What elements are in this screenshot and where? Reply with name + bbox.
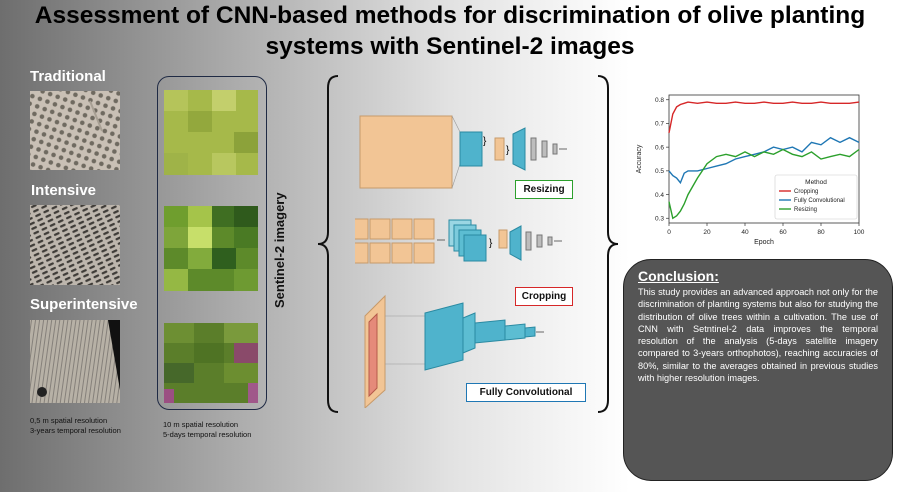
method-label-cropping: Cropping (515, 287, 573, 306)
conclusion-box: Conclusion: This study provides an advan… (623, 259, 893, 481)
cnn-architecture-diagrams: } } } (355, 115, 567, 408)
y-tick-label: 0.4 (655, 192, 664, 199)
legend-title: Method (805, 179, 827, 186)
title-line-2: systems with Sentinel-2 images (265, 33, 635, 60)
label-traditional: Traditional (30, 68, 106, 85)
fully-convolutional-network (364, 294, 544, 408)
resizing-input-block (359, 115, 453, 189)
svg-text:}: } (506, 145, 510, 156)
accuracy-line-chart: 0 20 40 60 80 100 0.3 0.4 0.5 0.6 0.7 0.8 Epoch Accur… (636, 94, 865, 246)
page-title: Assessment of CNN-based methods for disc… (0, 0, 900, 62)
sentinel-tile-superintensive (164, 323, 258, 403)
conclusion-text: This study provides an advanced approach… (638, 287, 878, 384)
label-intensive: Intensive (31, 182, 97, 199)
method-label-fully-convolutional: Fully Convolutional (466, 383, 586, 402)
series-line-fully-convolutional (668, 136, 860, 185)
series-line-resizing (668, 148, 860, 220)
svg-text:}: } (489, 238, 493, 249)
conclusion-heading: Conclusion: (638, 268, 719, 284)
x-tick-label: 100 (854, 229, 865, 236)
title-line-1: Assessment of CNN-based methods for disc… (34, 2, 866, 29)
sentinel-tile-intensive (164, 206, 258, 291)
right-brace (597, 75, 619, 413)
sentinel-frame (157, 76, 267, 410)
orthophoto-superintensive (30, 320, 120, 403)
x-tick-label: 60 (779, 229, 787, 236)
legend-entry: Fully Convolutional (794, 198, 845, 204)
sentinel-tile-traditional (164, 90, 258, 175)
resizing-network: } } (359, 115, 567, 189)
orthophoto-traditional (30, 91, 120, 170)
orthophoto-intensive (30, 205, 120, 285)
chart-plot-frame (668, 94, 860, 224)
y-tick-label: 0.8 (655, 97, 664, 104)
sentinel-resolution: 10 m spatial resolution 5-days temporal … (163, 420, 252, 439)
resizing-feature-block (459, 131, 483, 167)
method-label-resizing: Resizing (515, 180, 573, 199)
cropping-network: } (355, 218, 562, 264)
x-tick-label: 20 (703, 229, 711, 236)
y-tick-label: 0.3 (655, 215, 664, 222)
x-tick-label: 0 (667, 229, 671, 236)
sentinel-imagery-label: Sentinel-2 imagery (272, 192, 287, 308)
series-line-cropping (668, 101, 860, 134)
svg-text:}: } (483, 136, 487, 147)
legend-entry: Cropping (794, 189, 818, 195)
legend-entry: Resizing (794, 207, 817, 213)
left-brace (317, 75, 339, 413)
y-axis-label: Accuracy (636, 144, 643, 173)
x-tick-label: 80 (817, 229, 825, 236)
y-tick-label: 0.5 (655, 168, 664, 175)
x-axis-label: Epoch (754, 239, 774, 246)
y-tick-label: 0.7 (655, 121, 664, 128)
label-superintensive: Superintensive (30, 296, 138, 313)
legend-box (774, 174, 858, 220)
y-tick-label: 0.6 (655, 144, 664, 151)
x-tick-label: 40 (741, 229, 749, 236)
orthophoto-resolution: 0,5 m spatial resolution 3-years tempora… (30, 416, 121, 435)
accuracy-chart-panel: 0 20 40 60 80 100 0.3 0.4 0.5 0.6 0.7 0.8 Epoch Accur… (627, 83, 893, 249)
